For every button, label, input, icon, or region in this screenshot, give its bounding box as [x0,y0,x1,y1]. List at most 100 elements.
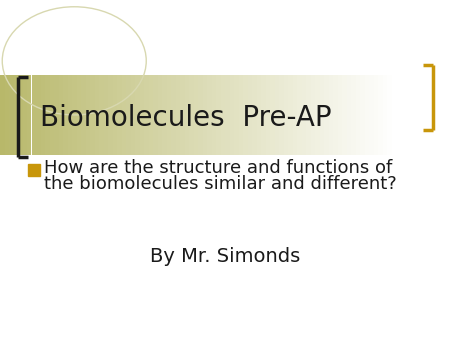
Bar [212,75,216,155]
Bar [310,75,315,155]
Bar [122,75,126,155]
Bar [54,75,58,155]
Bar [18,75,22,155]
Bar [27,75,32,155]
Bar [234,75,238,155]
Bar [252,75,256,155]
Bar [162,75,166,155]
Bar [108,75,112,155]
Bar [68,75,72,155]
Bar [130,75,135,155]
Bar [279,75,284,155]
Bar [248,75,252,155]
Bar [302,75,306,155]
Bar [28,164,40,176]
Bar [320,75,324,155]
Bar [230,75,234,155]
Bar [274,75,279,155]
Bar [198,75,202,155]
Bar [306,75,310,155]
Bar [86,75,90,155]
Bar [243,75,248,155]
Bar [104,75,108,155]
Bar [382,75,387,155]
Bar [324,75,328,155]
Bar [153,75,157,155]
Bar [270,75,274,155]
Bar [225,75,230,155]
Bar [360,75,364,155]
Bar [180,75,184,155]
Bar [76,75,81,155]
Bar [432,75,436,155]
Bar [387,75,392,155]
Bar [63,75,68,155]
Bar [378,75,382,155]
Bar [207,75,211,155]
Bar [50,75,54,155]
Bar [315,75,320,155]
Bar [220,75,225,155]
Text: How are the structure and functions of: How are the structure and functions of [44,159,392,177]
Text: By Mr. Simonds: By Mr. Simonds [150,247,300,266]
Bar [292,75,297,155]
Bar [346,75,351,155]
Bar [396,75,400,155]
Bar [261,75,266,155]
Bar [171,75,176,155]
Bar [441,75,446,155]
Bar [144,75,148,155]
Bar [45,75,50,155]
Bar [0,75,4,155]
Bar [112,75,117,155]
Bar [374,75,378,155]
Bar [194,75,198,155]
Bar [418,75,423,155]
Bar [216,75,220,155]
Bar [392,75,396,155]
Bar [135,75,140,155]
Bar [140,75,144,155]
Bar [369,75,374,155]
Bar [338,75,342,155]
Text: Biomolecules  Pre-AP: Biomolecules Pre-AP [40,104,332,132]
Bar [328,75,333,155]
Bar [9,75,14,155]
Bar [126,75,130,155]
Bar [99,75,104,155]
Bar [22,75,27,155]
Bar [32,75,36,155]
Bar [436,75,441,155]
Bar [400,75,405,155]
Bar [158,75,162,155]
Bar [428,75,432,155]
Text: the biomolecules similar and different?: the biomolecules similar and different? [44,175,397,193]
Bar [81,75,86,155]
Bar [410,75,414,155]
Bar [288,75,292,155]
Bar [90,75,94,155]
Bar [342,75,346,155]
Bar [284,75,288,155]
Bar [36,75,40,155]
Bar [166,75,171,155]
Bar [4,75,9,155]
Bar [148,75,153,155]
Bar [94,75,99,155]
Bar [238,75,243,155]
Bar [446,75,450,155]
Bar [72,75,76,155]
Bar [117,75,122,155]
Bar [333,75,338,155]
Bar [58,75,63,155]
Bar [266,75,270,155]
Bar [256,75,261,155]
Bar [189,75,194,155]
Bar [356,75,360,155]
Bar [202,75,207,155]
Bar [414,75,418,155]
Bar [423,75,428,155]
Bar [405,75,410,155]
Bar [40,75,45,155]
Bar [364,75,369,155]
